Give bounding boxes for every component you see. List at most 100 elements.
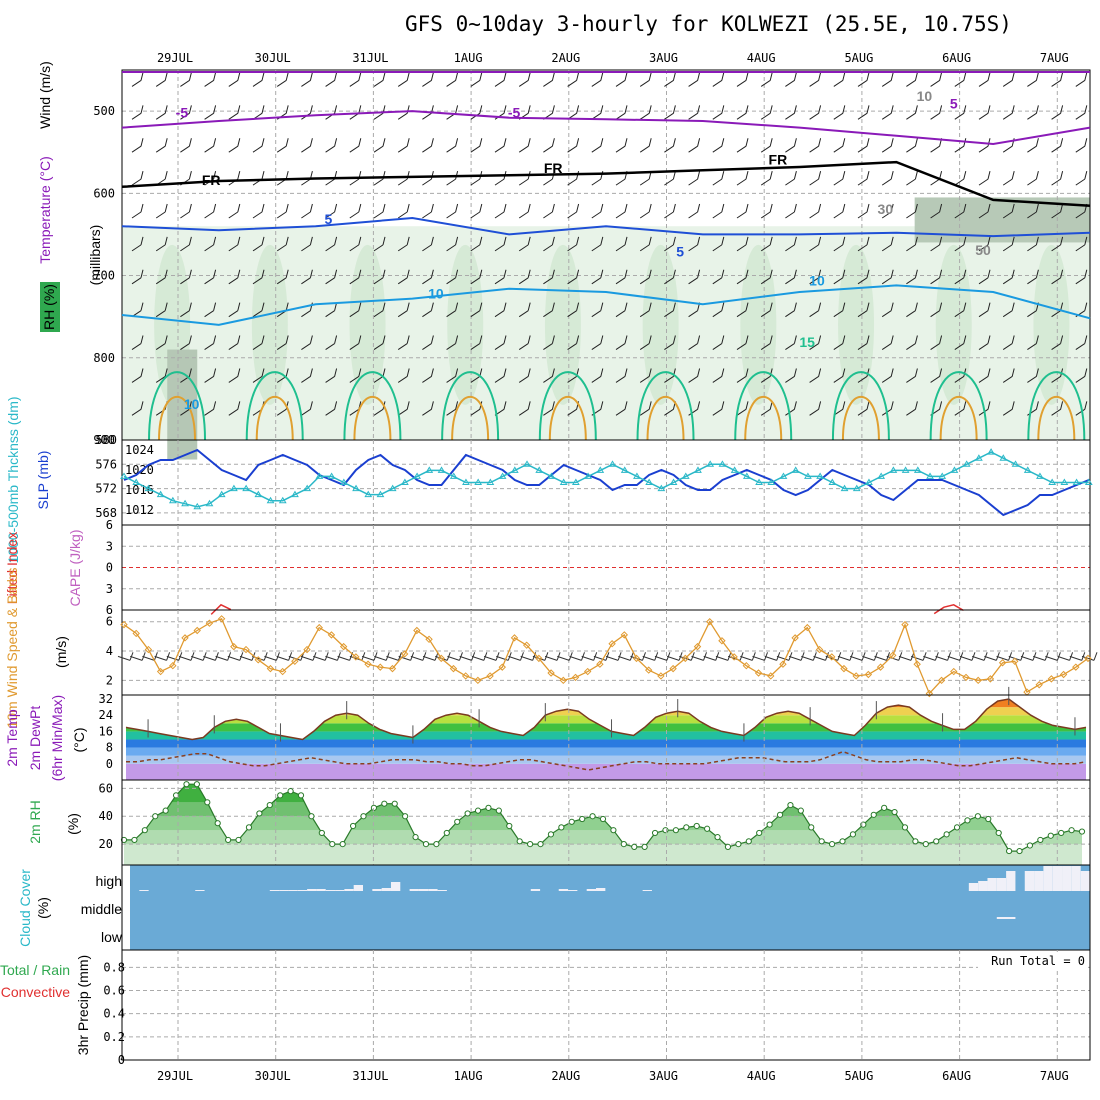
rh-marker xyxy=(943,831,950,838)
wind-speed-marker xyxy=(730,653,738,661)
wind-barb xyxy=(204,335,217,350)
wind-axis-label: Wind (m/s) xyxy=(37,61,53,129)
wind-barb xyxy=(881,236,894,252)
top-date-label: 2AUG xyxy=(551,51,580,65)
thickness-marker xyxy=(168,496,177,504)
rh-marker xyxy=(245,824,253,831)
cape-axis-label: CAPE (J/kg) xyxy=(67,529,83,606)
wind-speed-marker xyxy=(706,618,714,626)
wind-barb xyxy=(664,335,676,350)
top-date-label: 3AUG xyxy=(649,51,678,65)
wind-barb xyxy=(494,72,507,87)
isotherm-20 xyxy=(353,396,392,441)
rh-marker xyxy=(443,829,450,837)
chart-title: GFS 0~10day 3-hourly for KOLWEZI (25.5E,… xyxy=(405,12,1012,36)
rh-marker xyxy=(183,781,190,788)
wind-barb xyxy=(204,302,217,318)
pressure-tick-label: 800 xyxy=(93,351,115,365)
wind-speed-marker xyxy=(876,663,885,671)
wind-barb xyxy=(809,302,822,318)
rh-moist-area xyxy=(349,244,386,405)
rh-marker xyxy=(474,807,482,814)
rh-marker xyxy=(599,815,607,823)
wind-barb xyxy=(906,368,918,383)
wind-barb xyxy=(615,302,628,318)
rh-marker xyxy=(1078,828,1086,835)
rh-marker xyxy=(808,824,815,831)
wind-barb xyxy=(688,72,701,87)
wind-speed-marker xyxy=(535,654,543,663)
wind-barb xyxy=(325,335,338,350)
wind-barb xyxy=(252,170,265,186)
wind-barb xyxy=(785,236,797,252)
rh-marker xyxy=(693,822,700,830)
wind-speed-marker xyxy=(461,672,470,680)
wind-barb xyxy=(760,72,773,87)
wind-barb xyxy=(397,236,410,252)
rh-marker xyxy=(558,824,565,831)
wind-barb xyxy=(422,401,434,416)
wind-speed-marker xyxy=(645,666,653,674)
wind-barb xyxy=(494,203,507,219)
rh-marker xyxy=(1026,842,1034,849)
wind-barb xyxy=(228,401,241,416)
wind-barb xyxy=(131,269,144,285)
thickness-tick-label: 572 xyxy=(95,482,117,496)
wind-barb xyxy=(857,138,870,153)
rh-marker xyxy=(828,840,836,848)
top-date-label: 4AUG xyxy=(747,51,776,65)
rh-marker xyxy=(412,834,419,841)
wind-barb xyxy=(978,105,991,120)
isotherm-minus5 xyxy=(121,110,1091,146)
contour-label: 5 xyxy=(950,96,958,112)
wind-barb xyxy=(881,203,894,219)
contour-label: 10 xyxy=(809,272,825,288)
wind-barb xyxy=(349,138,362,153)
wind-barb xyxy=(1051,302,1064,318)
wind-barb xyxy=(1002,269,1015,285)
high-cloud-bar xyxy=(1062,866,1072,891)
wind-barb xyxy=(1075,368,1088,383)
wind-barb xyxy=(954,335,967,350)
thickness-marker xyxy=(877,472,886,479)
pressure-axis-label: (millibars) xyxy=(87,225,103,286)
wind-tick-label: 2 xyxy=(106,673,113,687)
wind-barb xyxy=(615,335,628,350)
wind-barb xyxy=(204,269,217,285)
wind-barb xyxy=(639,72,652,87)
wind-barb xyxy=(494,335,507,350)
wind-barb xyxy=(639,105,652,120)
thickness-marker xyxy=(974,454,983,461)
wind-speed-marker xyxy=(254,656,262,664)
wind-barb xyxy=(301,138,313,153)
thickness-marker xyxy=(620,466,629,473)
high-cloud-bar xyxy=(978,881,988,891)
wind-speed-marker xyxy=(669,664,677,673)
wind-barb xyxy=(591,269,604,285)
rh-marker xyxy=(631,843,638,850)
thickness-marker xyxy=(303,484,312,492)
cape-lifted-index-panel: 6 3 0 3 6 Lifted Index CAPE (J/kg) xyxy=(4,518,1091,617)
wind-barb xyxy=(422,203,434,219)
wind-barb xyxy=(252,138,265,153)
wind-barb xyxy=(228,170,241,186)
wind-barb xyxy=(446,138,459,153)
rh-marker xyxy=(152,813,159,820)
wind-barb xyxy=(833,368,846,383)
rh-marker xyxy=(766,821,773,828)
bottom-date-label: 7AUG xyxy=(1040,1069,1069,1083)
wind-barb xyxy=(1075,335,1088,350)
wind-barb xyxy=(881,302,894,318)
wind-speed-marker xyxy=(901,620,909,629)
rh-marker xyxy=(422,840,430,848)
wind-barb xyxy=(591,105,604,120)
wind-barb xyxy=(639,368,652,383)
isotherm-15 xyxy=(245,371,304,441)
wind-barb xyxy=(1051,138,1064,153)
rh-marker xyxy=(776,811,784,818)
rh-marker xyxy=(547,831,555,838)
wind-barb xyxy=(228,302,241,318)
rh-marker xyxy=(953,824,961,831)
wind-barb xyxy=(373,138,386,153)
wind-barb xyxy=(688,236,701,252)
